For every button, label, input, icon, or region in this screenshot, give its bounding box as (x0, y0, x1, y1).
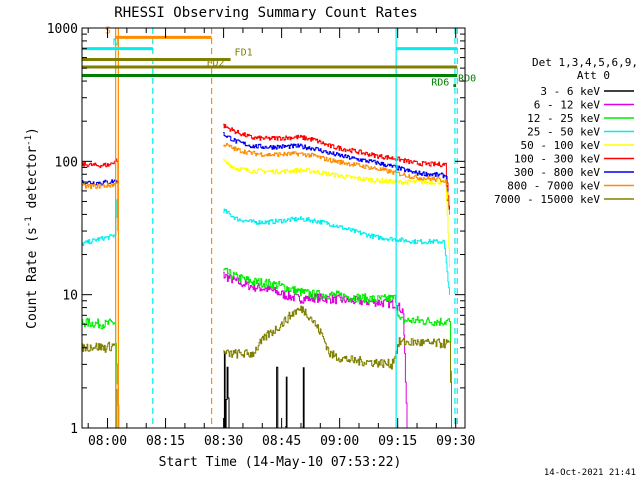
flag-label-fd2: FD2 (206, 58, 224, 69)
x-tick-label: 08:30 (204, 434, 243, 449)
series-trace-8-0 (82, 341, 118, 428)
x-tick-label: 08:15 (146, 434, 185, 449)
series-trace-2-0 (82, 317, 120, 428)
flag-label-rd0: RD0 (458, 74, 476, 85)
y-tick-label: 10 (62, 289, 78, 304)
series-trace-2-1 (223, 267, 452, 428)
legend-label-8: 7000 - 15000 keV (494, 193, 600, 206)
series-trace-5-0 (82, 158, 119, 232)
legend-label-1: 6 - 12 keV (534, 99, 601, 112)
series-trace-6-1 (223, 132, 450, 215)
series-8 (82, 305, 452, 428)
y-axis-label: Count Rate (s-1 detector-1) (24, 127, 40, 329)
series-trace-6-0 (82, 179, 118, 186)
flag-label-fd1: FD1 (235, 48, 253, 59)
x-tick-label: 09:30 (436, 434, 475, 449)
series-7 (82, 143, 450, 215)
series-0 (223, 351, 305, 429)
series-trace-0-2 (285, 376, 288, 428)
legend-label-6: 300 - 800 keV (514, 166, 600, 179)
x-axis-label: Start Time (14-May-10 07:53:22) (159, 455, 402, 470)
legend-label-5: 100 - 300 keV (514, 153, 600, 166)
legend-label-3: 25 - 50 keV (527, 126, 600, 139)
legend-header-line-2: Att 0 (577, 69, 610, 82)
series-3 (82, 199, 450, 295)
series-trace-7-1 (223, 143, 450, 215)
series-trace-0-3 (302, 367, 305, 428)
flag-label-rd6: RD6 (431, 78, 449, 89)
series-trace-3-1 (223, 208, 450, 295)
legend-header-line-1: Det 1,3,4,5,6,9, (532, 56, 638, 69)
flag-label-n: N (113, 38, 119, 49)
x-tick-label: 09:15 (378, 434, 417, 449)
data-layer (82, 123, 452, 429)
series-trace-0-1 (275, 366, 279, 429)
y-tick-label: 1000 (47, 22, 78, 37)
series-5 (82, 123, 450, 232)
x-tick-label: 08:45 (262, 434, 301, 449)
series-trace-0-0 (223, 351, 230, 429)
x-tick-label: 08:00 (88, 434, 127, 449)
chart-title: RHESSI Observing Summary Count Rates (114, 5, 417, 21)
series-trace-3-0 (82, 199, 118, 246)
series-trace-5-1 (223, 123, 450, 215)
series-trace-8-1 (223, 305, 452, 428)
series-4 (223, 158, 450, 268)
timestamp: 14-Oct-2021 21:41 (544, 468, 636, 478)
x-tick-label: 09:00 (320, 434, 359, 449)
series-6 (82, 132, 450, 215)
series-2 (82, 267, 452, 428)
flag-layer: SNFD1FD2RD6RD0 (82, 25, 476, 428)
legend-label-4: 50 - 100 keV (521, 139, 601, 152)
plot-frame (81, 27, 466, 429)
axis-layer: 1 10 100 1000 08:00 08:15 08:30 08:45 09:00 09:15… (47, 22, 476, 449)
y-tick-label: 1 (70, 422, 78, 437)
legend-label-2: 12 - 25 keV (527, 112, 600, 125)
y-tick-label: 100 (55, 155, 78, 170)
series-trace-4-0 (223, 158, 450, 268)
legend-label-7: 800 - 7000 keV (507, 180, 600, 193)
legend-label-0: 3 - 6 keV (540, 85, 600, 98)
series-trace-7-0 (82, 182, 118, 189)
